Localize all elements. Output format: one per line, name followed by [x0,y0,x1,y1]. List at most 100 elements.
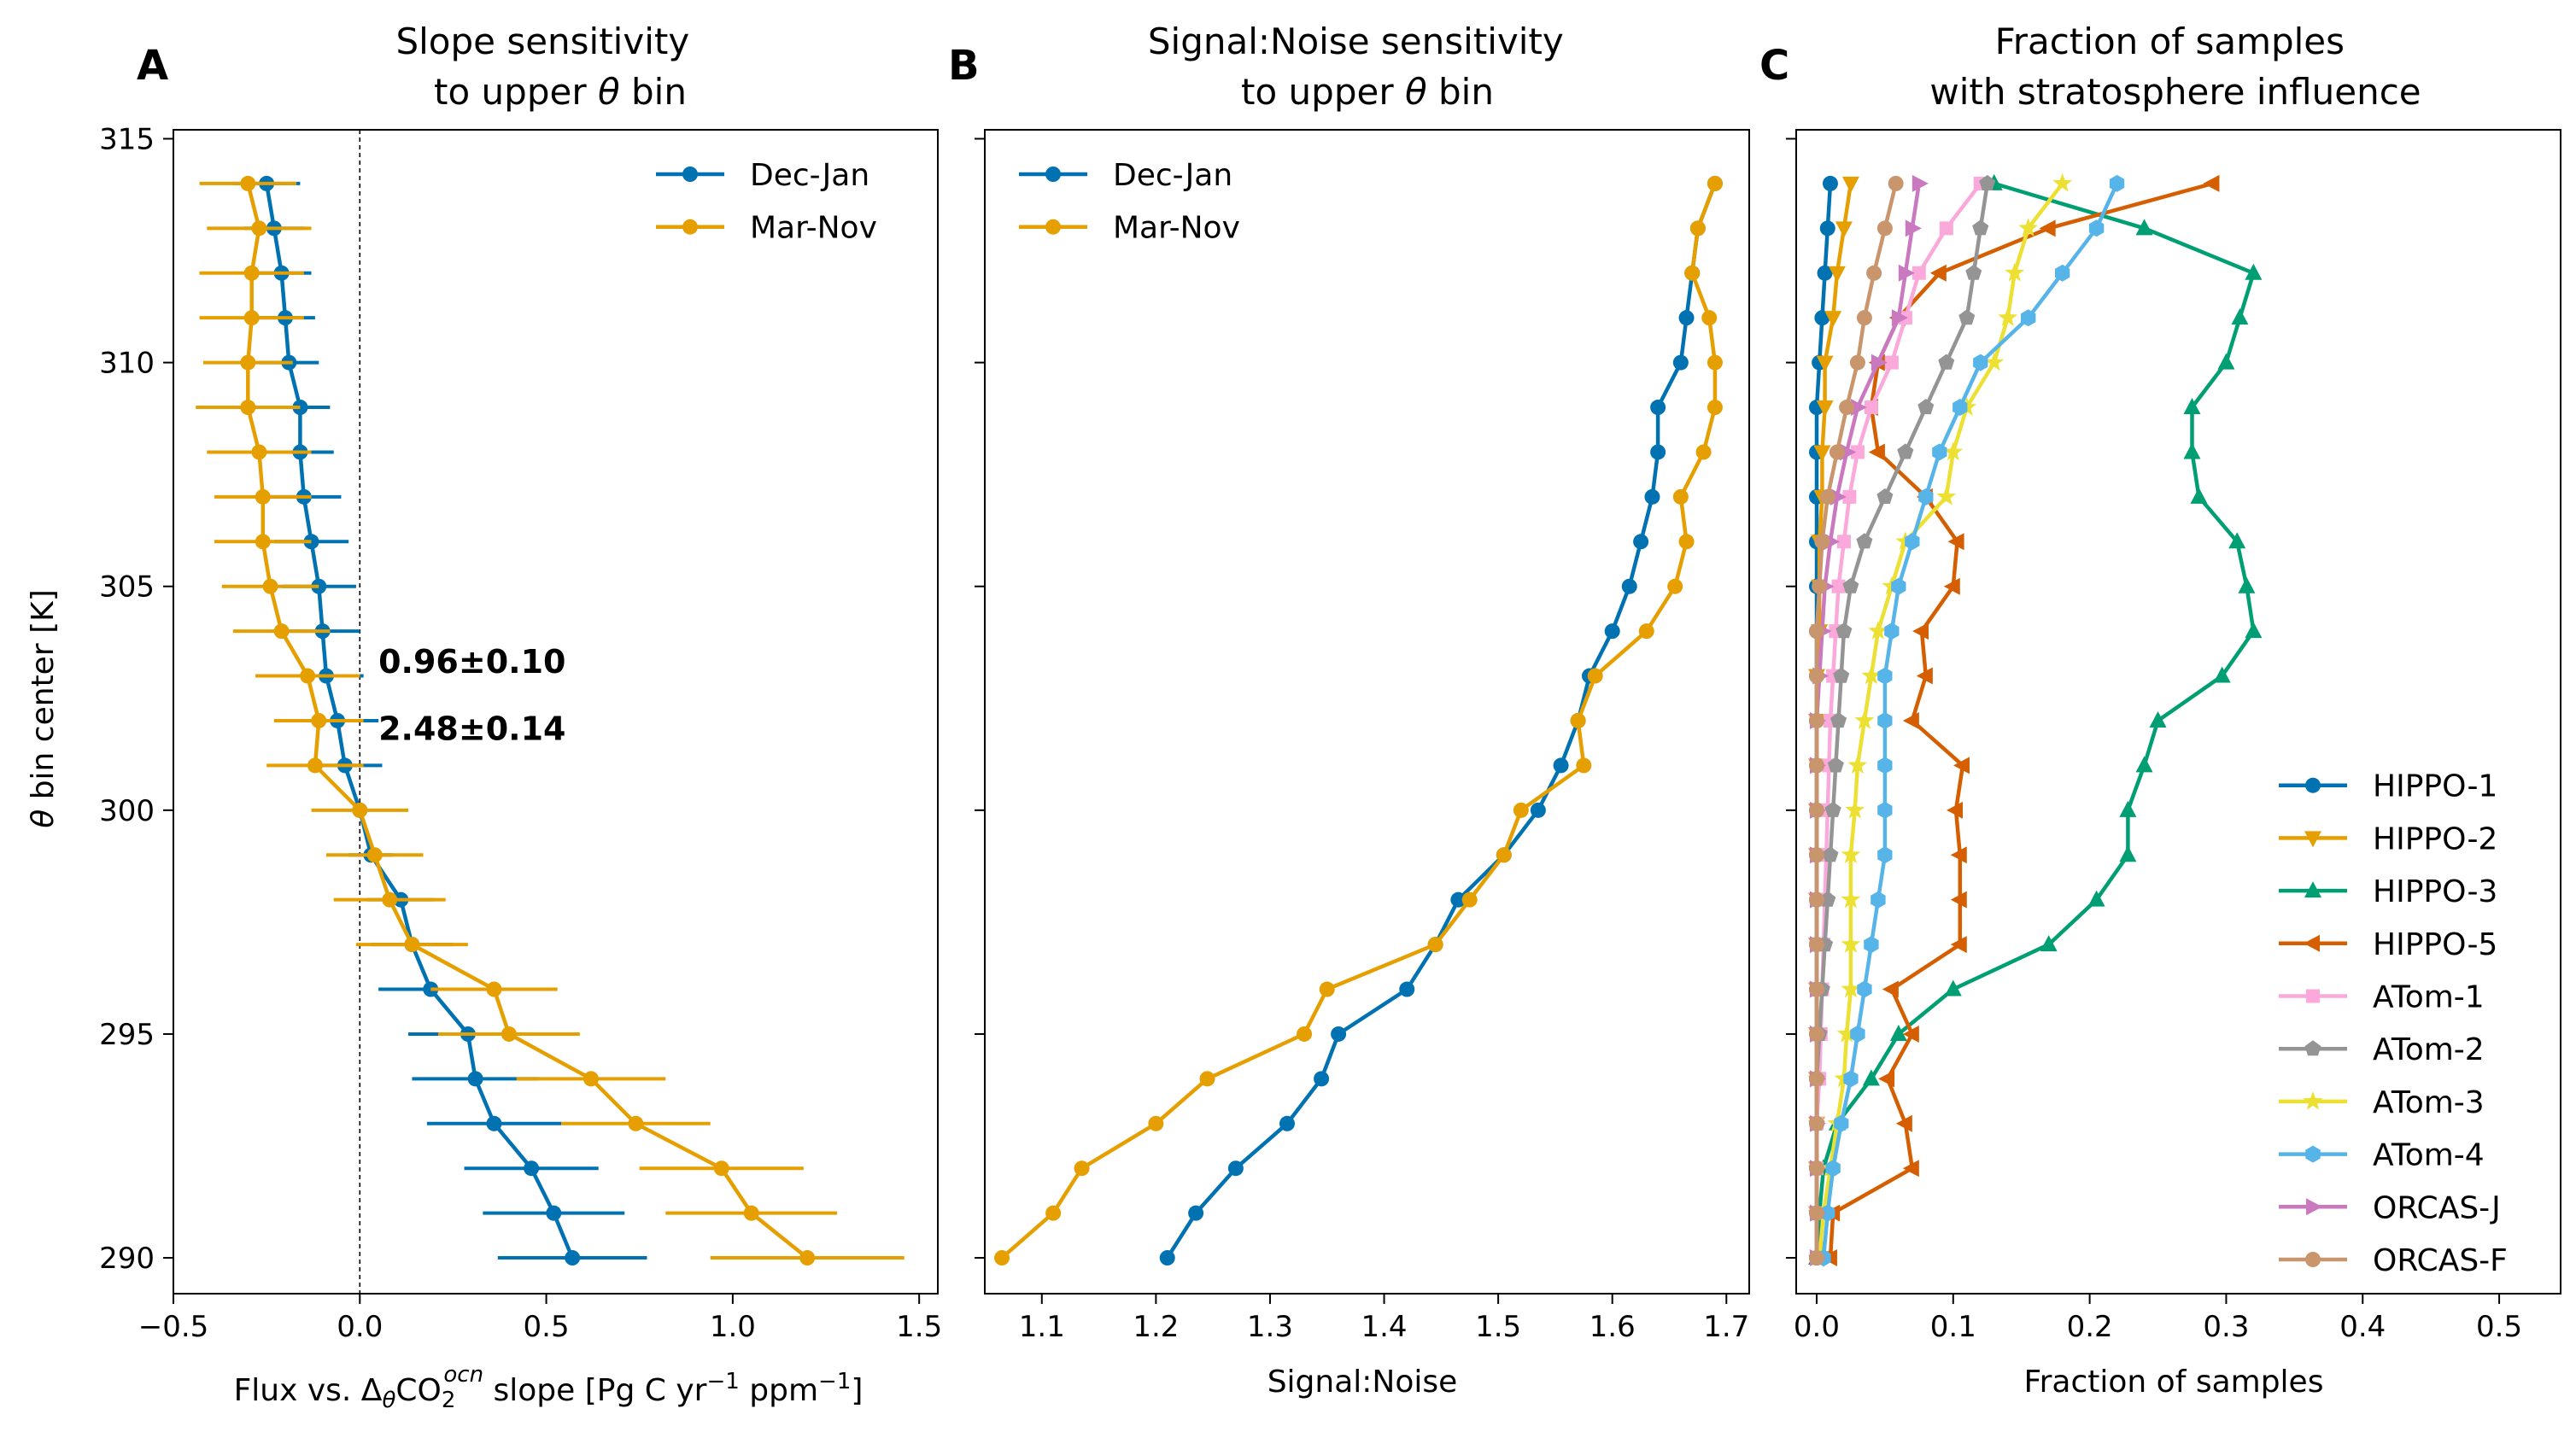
data-point [1553,757,1569,774]
data-point [1876,220,1893,237]
panel-b-title-line-2: to upper θ bin [1241,71,1494,113]
data-point [1045,1205,1062,1221]
data-point [1952,399,1968,416]
data-point [1824,801,1841,817]
data-point [1850,445,1865,459]
legend-label: ATom-1 [2373,980,2485,1015]
legend-label: ATom-4 [2373,1138,2485,1173]
data-point [1842,489,1857,504]
legend-label: HIPPO-1 [2373,769,2497,804]
data-point [1868,621,1888,640]
data-point [1877,667,1893,685]
data-point [1898,264,1915,282]
data-point [1808,1026,1824,1042]
data-point [1836,535,1851,549]
data-point [799,1250,816,1266]
x-tick-label: 0.2 [2067,1310,2113,1344]
legend-label: ATom-3 [2373,1085,2485,1120]
data-point [1808,1160,1824,1177]
data-point [1684,265,1701,281]
data-point [2183,442,2201,459]
legend-label: ORCAS-J [2373,1190,2501,1225]
data-point [1912,266,1926,280]
data-point [1856,310,1872,326]
data-point [1905,219,1922,237]
x-tick-label: 1.4 [1361,1310,1407,1344]
data-point [352,802,368,818]
legend-entry-hippo-1: HIPPO-1 [2279,769,2497,804]
data-point [1570,712,1586,728]
panel-c-plot: 0.0 0.1 0.2 0.3 0.4 0.5HIPPO-1HIPPO-2HIPPO-3H… [1786,129,2561,1344]
data-point [1862,1069,1880,1086]
y-tick-label: 305 [99,570,155,605]
data-point [1808,891,1824,908]
data-point [1604,623,1620,640]
data-point [1845,799,1865,819]
legend-label: HIPPO-5 [2373,927,2497,962]
legend-marker [2304,1040,2321,1056]
data-point [1695,444,1712,460]
data-point [1841,845,1861,863]
data-point [524,1160,540,1177]
series-mar-nov [196,175,905,1266]
data-point [1947,533,1964,551]
data-point [1835,622,1853,639]
data-point [1835,221,1853,238]
data-point [2238,576,2256,593]
data-point [1621,578,1637,594]
x-tick-label: 1.3 [1247,1310,1293,1344]
data-point [1917,399,1935,415]
legend-entry-atom-1: ATom-1 [2279,980,2485,1015]
panel-b-series [994,175,1723,1266]
data-point [1587,668,1603,684]
legend-marker [2305,777,2321,793]
data-point [1950,846,1967,864]
data-point [2039,219,2056,237]
data-point [1839,400,1855,416]
data-point [1877,757,1893,774]
data-point [240,175,256,191]
legend-entry-orcas-j: ORCAS-J [2279,1190,2501,1225]
data-point [1148,1115,1164,1131]
data-point [1830,712,1847,728]
panel-a-y-axis-label: θ bin center [K] [26,589,61,828]
data-point [1944,979,1962,997]
data-point [2005,262,2025,282]
data-point [2213,666,2231,683]
data-point [583,1071,599,1087]
panel-c-title: Fraction of samples with stratosphere in… [1929,20,2421,113]
data-point [1884,622,1900,640]
data-point [1808,937,1824,953]
data-point [1882,980,1899,998]
legend-label: HIPPO-3 [2373,874,2497,909]
data-point [1979,174,1996,190]
data-point [1878,1070,1895,1088]
data-point [1672,354,1689,371]
data-point [1938,354,1955,370]
legend-label: Mar-Nov [1113,211,1240,246]
data-point [1891,577,1906,595]
data-point [382,891,398,908]
data-point [2203,174,2220,192]
data-point [1868,443,1885,461]
data-point [1943,441,1964,461]
data-point [1808,1071,1824,1087]
data-point [1813,445,1831,462]
data-point [1808,981,1824,997]
axes-frame [1795,129,2561,1295]
data-point [1808,1205,1824,1221]
x-tick-label: 0.1 [1930,1310,1976,1344]
data-point [1638,623,1654,640]
data-point [743,1205,759,1221]
data-point [1877,846,1893,864]
x-tick-label: 0.3 [2203,1310,2249,1344]
data-point [243,265,260,281]
panel-a-legend: Dec-Jan Mar-Nov [656,158,877,246]
panel-b-letter: B [948,42,980,90]
data-point [1689,220,1706,237]
data-point [1707,400,1723,416]
data-point [366,847,383,863]
data-point [1884,355,1899,370]
legend-label: ORCAS-F [2373,1243,2508,1278]
x-tick-label: 1.2 [1133,1310,1179,1344]
